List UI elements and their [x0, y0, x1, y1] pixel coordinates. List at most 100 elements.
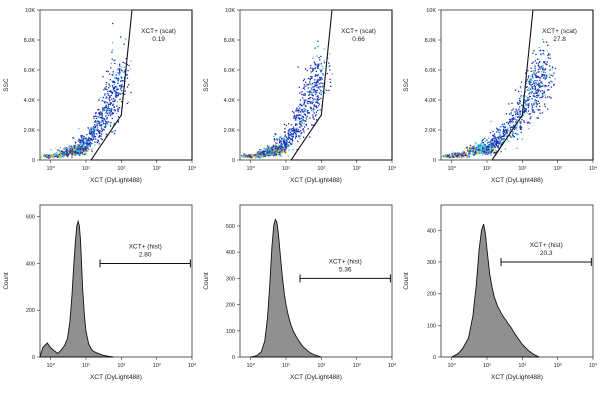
scatter-point [62, 155, 65, 157]
scatter-point [114, 99, 116, 101]
scatter-point [530, 116, 532, 118]
scatter-point [86, 143, 88, 145]
scatter-point [546, 75, 548, 77]
scatter-point [285, 145, 287, 147]
scatter-point [452, 156, 454, 158]
scatter-point [83, 152, 85, 154]
scatter-point [83, 146, 85, 148]
plot-frame [39, 204, 193, 358]
scatter-point [77, 153, 79, 156]
scatter-point [467, 153, 470, 156]
scatter-point [479, 150, 481, 152]
scatter-point [117, 77, 119, 80]
scatter-point [538, 46, 541, 49]
scatter-point [299, 123, 302, 126]
scatter-point [283, 131, 286, 133]
scatter-point [60, 152, 62, 154]
y-tick-label: 200 [26, 308, 35, 314]
scatter-point [114, 62, 116, 65]
scatter-points [442, 38, 557, 159]
scatter-point [86, 134, 88, 136]
scatter-point [59, 146, 62, 149]
scatter-point [519, 97, 521, 100]
scatter-point [130, 60, 132, 62]
scatter-point [541, 73, 543, 75]
scatter-point [40, 153, 42, 155]
scatter-point [106, 102, 109, 104]
scatter-point [288, 129, 290, 131]
scatter-point [45, 155, 48, 157]
scatter-point [126, 102, 128, 105]
scatter-point [123, 43, 125, 45]
scatter-point [498, 128, 501, 131]
scatter-point [106, 122, 108, 124]
scatter-point [519, 87, 522, 89]
scatter-point [98, 132, 101, 135]
scatter-point [77, 145, 80, 147]
scatter-point [74, 144, 76, 147]
plot-frame [39, 9, 193, 161]
scatter-point [515, 124, 517, 126]
scatter-point [242, 156, 244, 159]
scatter-point [537, 71, 539, 73]
scatter-point [534, 70, 536, 72]
scatter-point [482, 150, 484, 152]
scatter-point [105, 115, 108, 118]
scatter-point [541, 68, 544, 71]
scatter-point [323, 92, 326, 94]
scatter-point [302, 127, 304, 130]
scatter-point [495, 151, 497, 154]
scatter-point [96, 124, 99, 127]
scatter-point [543, 75, 545, 77]
scatter-point [67, 153, 69, 155]
scatter-point [82, 144, 84, 146]
scatter-point [105, 70, 108, 72]
scatter-point [519, 99, 521, 102]
scatter-point [273, 140, 276, 143]
scatter-point [78, 147, 81, 150]
scatter-point [84, 137, 86, 140]
scatter-point [245, 154, 248, 156]
scatter-point [495, 144, 498, 146]
scatter-point [474, 151, 476, 153]
scatter-point [74, 147, 76, 150]
scatter-point [281, 144, 283, 146]
scatter-point [501, 123, 504, 126]
scatter-point [286, 138, 289, 140]
scatter-point [543, 103, 546, 105]
scatter-point [510, 114, 512, 116]
scatter-point [487, 148, 490, 151]
scatter-point [529, 122, 531, 124]
scatter-point [296, 119, 298, 121]
scatter-point [493, 133, 496, 135]
scatter-point [121, 83, 123, 86]
scatter-point [488, 146, 491, 148]
scatter-point [314, 89, 316, 92]
scatter-point [473, 146, 475, 148]
scatter-point [492, 151, 494, 153]
scatter-point [118, 78, 120, 80]
scatter-point [64, 148, 67, 150]
scatter-point [91, 131, 94, 134]
scatter-point [539, 96, 541, 99]
scatter-point [520, 90, 523, 93]
scatter-point [475, 142, 477, 144]
scatter-point [537, 91, 539, 93]
scatter-point [91, 150, 93, 152]
x-tick-label: 10¹ [82, 166, 90, 172]
scatter-point [85, 138, 87, 140]
y-tick-label: 0 [232, 355, 235, 361]
scatter-point [497, 137, 500, 139]
scatter-point [303, 102, 306, 104]
scatter-point [98, 136, 100, 138]
scatter-point [102, 75, 104, 78]
scatter-point [278, 152, 281, 154]
scatter-point [306, 101, 308, 104]
scatter-point [502, 138, 504, 140]
scatter-point [329, 65, 331, 67]
scatter-point [295, 108, 298, 110]
scatter-point [464, 154, 467, 157]
scatter-point [54, 147, 57, 149]
scatter-point [316, 84, 318, 86]
scatter-point [310, 76, 312, 78]
